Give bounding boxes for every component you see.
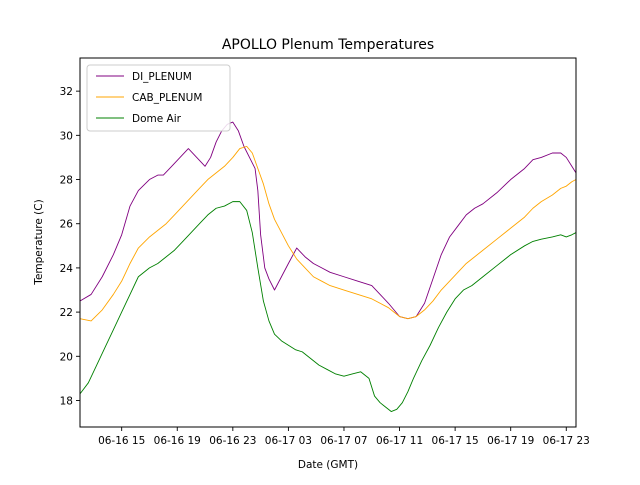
x-tick-label: 06-16 15: [98, 435, 145, 447]
y-tick-label: 26: [60, 219, 74, 231]
legend-label: Dome Air: [132, 113, 182, 125]
x-tick-label: 06-17 15: [432, 435, 479, 447]
y-tick-label: 20: [60, 351, 73, 363]
legend-label: DI_PLENUM: [132, 71, 192, 83]
plot-frame: [79, 57, 577, 428]
y-tick-label: 30: [60, 130, 73, 142]
y-axis-ticks: 18 20 22 24 26 28 30 32: [60, 86, 80, 407]
x-axis-ticks: 06-16 15 06-16 19 06-16 23 06-17 03 06-17 07…: [98, 427, 590, 447]
y-tick-label: 28: [60, 175, 73, 187]
x-tick-label: 06-17 11: [376, 435, 423, 447]
series-line-dome-air: [79, 201, 577, 412]
y-tick-label: 22: [60, 307, 73, 319]
x-tick-label: 06-17 07: [320, 435, 367, 447]
y-tick-label: 18: [60, 395, 73, 407]
legend-items: DI_PLENUM CAB_PLENUM Dome Air: [96, 71, 202, 125]
x-tick-label: 06-17 03: [265, 435, 312, 447]
x-tick-label: 06-16 23: [209, 435, 256, 447]
legend-box: [86, 64, 231, 132]
y-axis-label: Temperature (C): [33, 199, 45, 285]
plot-lines: [79, 121, 577, 412]
legend-label: CAB_PLENUM: [132, 92, 202, 104]
x-tick-label: 06-17 19: [487, 435, 534, 447]
y-tick-label: 24: [60, 263, 74, 275]
x-tick-label: 06-16 19: [154, 435, 201, 447]
chart-title: APOLLO Plenum Temperatures: [222, 37, 434, 53]
x-tick-label: 06-17 23: [543, 435, 590, 447]
x-axis-label: Date (GMT): [298, 459, 358, 471]
y-tick-label: 32: [60, 86, 73, 98]
legend: DI_PLENUM CAB_PLENUM Dome Air: [86, 64, 231, 132]
series-line-di-plenum: [79, 121, 577, 320]
series-line-cab-plenum: [79, 145, 577, 322]
